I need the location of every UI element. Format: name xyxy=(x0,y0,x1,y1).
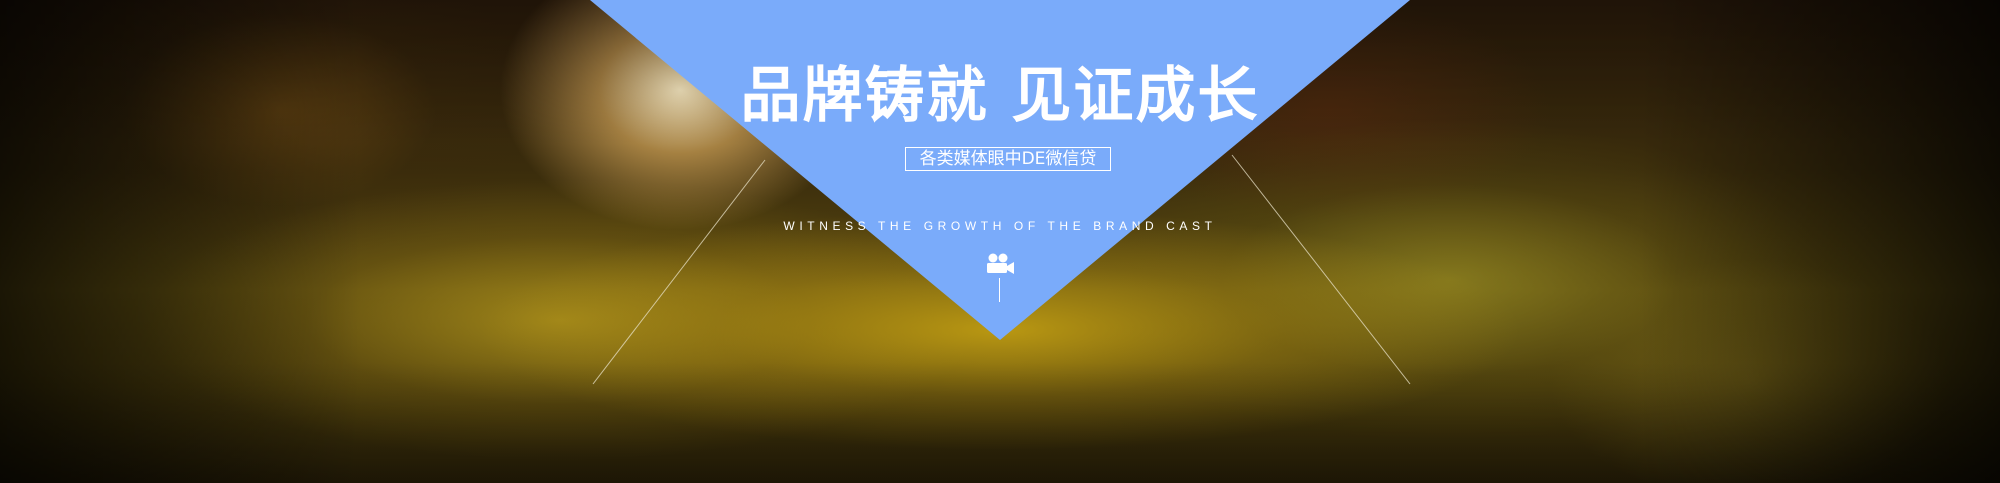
right-diagonal-line xyxy=(1231,154,1411,385)
camera-stem-line xyxy=(999,278,1000,302)
left-diagonal-line xyxy=(592,159,766,385)
banner-title: 品牌铸就 见证成长 xyxy=(740,61,1260,131)
banner-tagline: WITNESS THE GROWTH OF THE BRAND CAST xyxy=(783,219,1217,233)
banner-subtitle: 各类媒体眼中DE微信贷 xyxy=(905,147,1111,171)
movie-camera-icon xyxy=(987,253,1014,274)
